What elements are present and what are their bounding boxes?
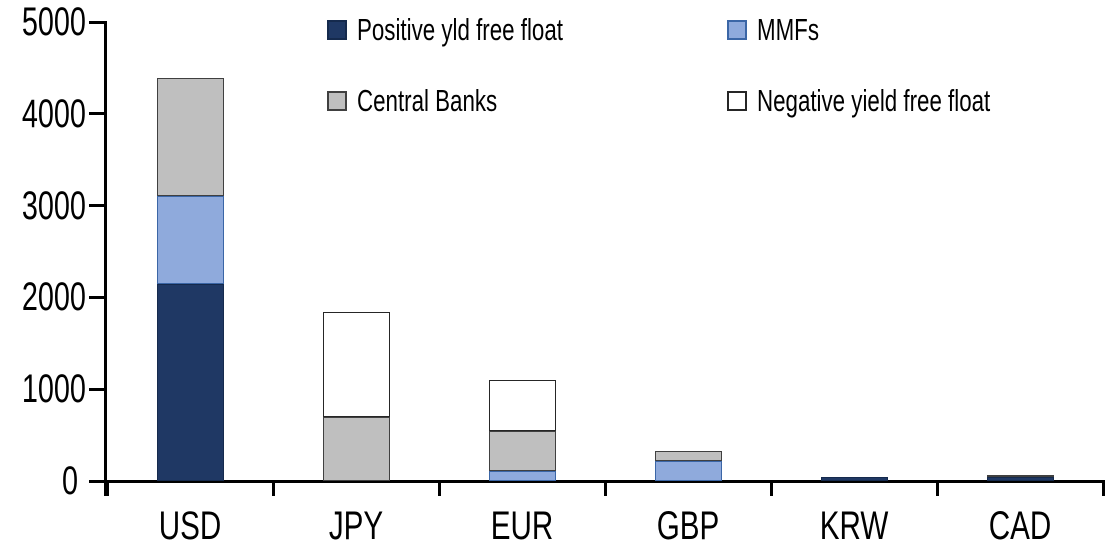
bar-segment-positive-yld-free-float [820, 476, 888, 481]
y-axis-tick [89, 20, 105, 24]
legend-swatch-icon [727, 91, 747, 111]
y-axis-tick [89, 387, 105, 391]
x-axis-tick [271, 481, 275, 496]
x-axis-tick [935, 481, 939, 496]
y-axis-tick [89, 204, 105, 208]
bar-segment-positive-yld-free-float [986, 477, 1054, 481]
y-tick-label: 4000 [21, 91, 86, 136]
y-tick-label: 2000 [21, 275, 86, 320]
bar-segment-central-banks [986, 474, 1054, 478]
legend-item-negative-yield-free-float: Negative yield free float [727, 83, 1081, 118]
x-category-label: GBP [656, 504, 720, 548]
bar-segment-mmfs [156, 196, 224, 284]
y-axis-tick [89, 295, 105, 299]
y-tick-label: 0 [61, 459, 78, 503]
y-axis-tick [89, 479, 105, 483]
legend-item-mmfs: MMFs [727, 12, 843, 47]
x-axis-tick [1101, 481, 1105, 496]
x-category-label: KRW [819, 504, 889, 548]
y-tick-label: 3000 [21, 183, 86, 228]
x-axis-tick [437, 481, 441, 496]
legend-swatch-icon [327, 20, 347, 40]
y-tick-label: 1000 [21, 367, 86, 412]
legend-label: Positive yld free float [357, 12, 563, 47]
bar-segment-central-banks [322, 416, 390, 481]
legend-label: Central Banks [357, 83, 498, 118]
x-category-label: CAD [988, 504, 1052, 548]
bar-segment-central-banks [488, 431, 556, 471]
legend-label: Negative yield free float [757, 83, 991, 118]
bar-segment-negative-yield-free-float [488, 380, 556, 432]
bar-segment-central-banks [654, 450, 722, 461]
x-category-label: EUR [490, 504, 554, 548]
bar-segment-mmfs [488, 470, 556, 481]
bar-segment-positive-yld-free-float [156, 283, 224, 481]
y-tick-label: 5000 [21, 0, 86, 44]
x-axis-tick [105, 481, 109, 496]
x-category-label: JPY [328, 504, 384, 548]
y-axis-tick [89, 112, 105, 116]
y-axis-line [104, 21, 107, 496]
legend-label: MMFs [757, 12, 819, 47]
x-axis-tick [603, 481, 607, 496]
x-category-label: USD [158, 504, 222, 548]
bar-segment-central-banks [156, 77, 224, 197]
legend-item-central-banks: Central Banks [327, 83, 552, 118]
x-axis-tick [769, 481, 773, 496]
legend-swatch-icon [727, 20, 747, 40]
bar-segment-mmfs [654, 460, 722, 481]
legend-swatch-icon [327, 91, 347, 111]
legend-item-positive-yld-free-float: Positive yld free float [327, 12, 643, 47]
bar-segment-negative-yield-free-float [322, 312, 390, 417]
